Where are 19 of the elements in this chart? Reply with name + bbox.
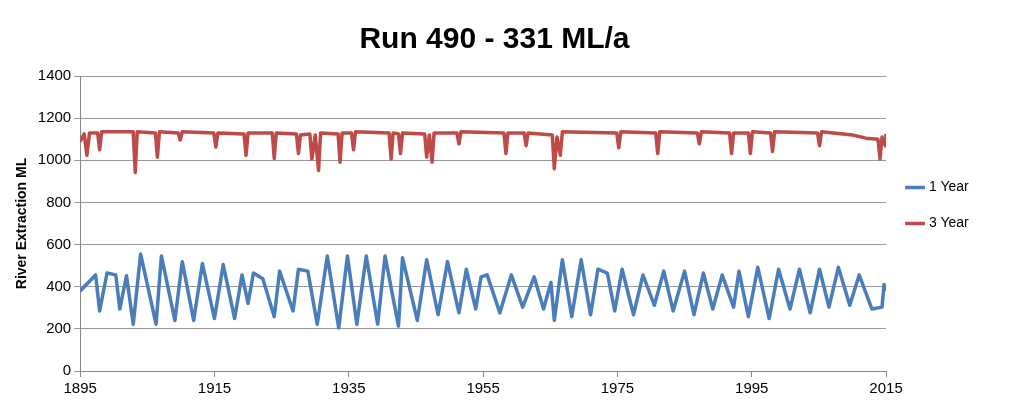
legend-label: 3 Year bbox=[929, 214, 970, 231]
x-tick-label: 1935 bbox=[332, 379, 366, 397]
x-tick-label: 1895 bbox=[63, 379, 97, 397]
x-tick-label: 1915 bbox=[197, 379, 232, 397]
y-tick-label: 400 bbox=[46, 276, 72, 294]
chart-title: Run 490 - 331 ML/a bbox=[359, 21, 630, 55]
x-tick-label: 1975 bbox=[600, 379, 635, 397]
y-tick-label: 600 bbox=[46, 234, 72, 252]
y-tick-label: 800 bbox=[46, 192, 72, 210]
legend-label: 1 Year bbox=[929, 178, 970, 195]
y-tick-label: 200 bbox=[46, 319, 72, 336]
y-tick-label: 1400 bbox=[37, 66, 72, 84]
x-tick-label: 1995 bbox=[735, 379, 769, 397]
y-tick-label: 0 bbox=[62, 361, 72, 379]
x-tick-label: 2015 bbox=[869, 379, 903, 397]
y-tick-label: 1000 bbox=[37, 150, 72, 168]
x-tick-label: 1955 bbox=[466, 379, 500, 397]
y-tick-label: 1200 bbox=[37, 108, 72, 126]
y-axis-title: River Extraction ML bbox=[13, 157, 30, 290]
